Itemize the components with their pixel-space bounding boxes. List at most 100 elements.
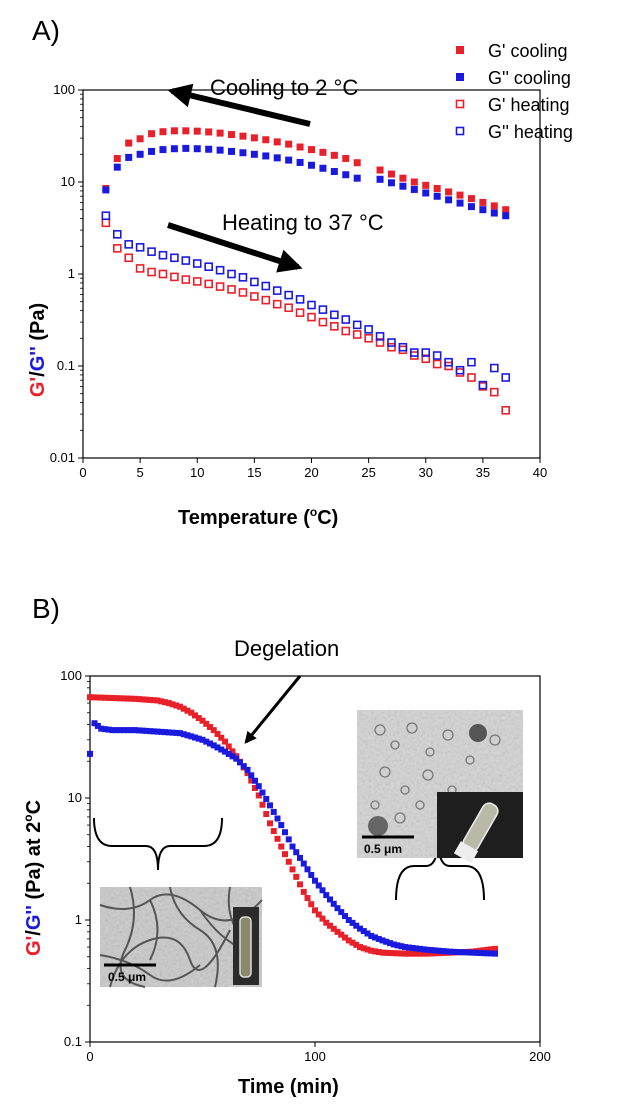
panel-b-data-point bbox=[338, 909, 345, 916]
panel-b-data-point bbox=[387, 940, 393, 947]
legend-marker bbox=[456, 73, 464, 81]
panel-a-data-point bbox=[216, 129, 224, 137]
panel-a-data-point bbox=[502, 212, 510, 220]
panel-b-data-point bbox=[282, 851, 288, 858]
panel-b-data-point bbox=[162, 699, 168, 706]
panel-b-data-point bbox=[128, 695, 135, 702]
panel-b-data-point bbox=[105, 726, 112, 733]
cooling-arrow bbox=[167, 83, 311, 127]
panel-b-data-point bbox=[465, 949, 472, 956]
panel-a-y-tick-label: 0.01 bbox=[50, 450, 75, 465]
panel-b-data-point bbox=[315, 882, 322, 889]
vial-icon bbox=[239, 916, 252, 978]
panel-a-data-point bbox=[193, 145, 201, 153]
panel-b-data-point bbox=[135, 727, 142, 734]
panel-b-data-point bbox=[278, 822, 285, 829]
panel-b-x-tick-label: 100 bbox=[304, 1049, 326, 1064]
panel-b-data-point bbox=[439, 948, 446, 955]
panel-a-data-point bbox=[239, 149, 247, 157]
panel-b-data-point bbox=[297, 881, 303, 888]
panel-a-data-point bbox=[295, 295, 305, 304]
panel-b-data-point bbox=[113, 727, 120, 734]
panel-b-data-point bbox=[285, 836, 292, 843]
panel-b-data-point bbox=[289, 843, 296, 850]
panel-a-data-point bbox=[433, 192, 441, 200]
panel-a-data-point bbox=[410, 348, 419, 357]
panel-b-x-tick-label: 0 bbox=[86, 1049, 93, 1064]
panel-a-data-point bbox=[227, 269, 236, 279]
panel-b-data-point bbox=[244, 770, 251, 777]
legend-entry-g-prime-cooling: G' cooling bbox=[456, 41, 567, 61]
vial-icon bbox=[453, 802, 499, 864]
panel-b-data-point bbox=[267, 802, 273, 809]
panel-b-data-point bbox=[113, 695, 120, 702]
panel-b-data-point bbox=[398, 943, 405, 950]
panel-a-data-point bbox=[192, 277, 202, 286]
panel-b-data-point bbox=[278, 843, 285, 850]
panel-b-data-point bbox=[285, 858, 292, 865]
panel-b-data-point bbox=[139, 727, 146, 734]
panel-a-data-point bbox=[170, 127, 178, 135]
panel-b-data-point bbox=[173, 729, 180, 736]
panel-b-data-point bbox=[390, 950, 397, 957]
panel-a-data-point bbox=[170, 253, 179, 263]
panel-a-data-point bbox=[193, 127, 201, 135]
panel-b-data-point bbox=[420, 946, 427, 953]
panel-a-data-point bbox=[148, 147, 156, 155]
panel-b-data-point bbox=[90, 694, 97, 701]
panel-a-x-tick-label: 40 bbox=[533, 465, 547, 480]
panel-b-data-point bbox=[91, 720, 98, 727]
panel-b-data-point bbox=[124, 695, 131, 702]
panel-a-data-point bbox=[284, 290, 293, 300]
panel-b-data-point bbox=[94, 694, 101, 701]
panel-a-data-point bbox=[479, 198, 487, 206]
y-axis-title-a: G'/G'' (Pa) bbox=[27, 303, 49, 397]
panel-b-data-point bbox=[214, 744, 221, 751]
panel-a-data-point bbox=[136, 150, 144, 158]
panel-b-data-point bbox=[300, 860, 307, 867]
panel-a-data-point bbox=[399, 182, 407, 190]
panel-a-series-3 bbox=[101, 211, 511, 390]
panel-b-data-point bbox=[428, 950, 435, 957]
panel-a-data-point bbox=[455, 368, 465, 377]
panel-b-data-point bbox=[117, 727, 123, 734]
panel-a-data-point bbox=[135, 264, 145, 273]
panel-b-data-point bbox=[252, 784, 258, 791]
panel-b-data-point bbox=[372, 934, 378, 941]
panel-a-data-point bbox=[147, 247, 156, 256]
panel-a-data-point bbox=[125, 153, 133, 161]
panel-b-data-point bbox=[222, 748, 228, 755]
panel-a-data-point bbox=[433, 184, 441, 192]
panel-b-data-point bbox=[417, 945, 423, 952]
panel-a: A) Cooling to 2 °C Heating to 37 °C 0 5 10… bbox=[27, 15, 573, 529]
panel-b-data-point bbox=[199, 717, 206, 724]
panel-a-data-point bbox=[215, 265, 225, 275]
panel-b-data-point bbox=[259, 789, 266, 796]
heating-arrow bbox=[167, 222, 303, 273]
panel-a-data-point bbox=[192, 259, 202, 268]
panel-a-data-point bbox=[216, 146, 224, 154]
panel-b-data-point bbox=[345, 917, 352, 923]
panel-a-data-point bbox=[148, 130, 156, 138]
panel-b-data-point bbox=[312, 907, 318, 914]
panel-b-data-point bbox=[477, 949, 483, 956]
panel-b-data-point bbox=[394, 942, 401, 949]
panel-b-data-point bbox=[480, 950, 487, 957]
panel-a-data-point bbox=[376, 175, 384, 183]
panel-b-data-point bbox=[195, 715, 202, 722]
panel-a-x-tick-label: 10 bbox=[190, 465, 204, 480]
panel-a-data-point bbox=[250, 150, 258, 158]
panel-b-data-point bbox=[270, 808, 277, 815]
panel-b-data-point bbox=[360, 928, 367, 935]
panel-a-data-point bbox=[238, 273, 248, 282]
panel-b-data-point bbox=[244, 766, 251, 773]
panel-b-data-point bbox=[315, 911, 322, 918]
panel-b-data-point bbox=[192, 734, 198, 741]
scale-bar-label: 0.5 μm bbox=[364, 842, 402, 856]
panel-b-data-point bbox=[282, 829, 288, 836]
panel-b-data-point bbox=[203, 720, 210, 727]
panel-b-data-point bbox=[330, 900, 337, 907]
panel-a-data-point bbox=[308, 161, 315, 169]
panel-a-data-point bbox=[239, 132, 247, 140]
panel-b-data-point bbox=[192, 712, 198, 719]
